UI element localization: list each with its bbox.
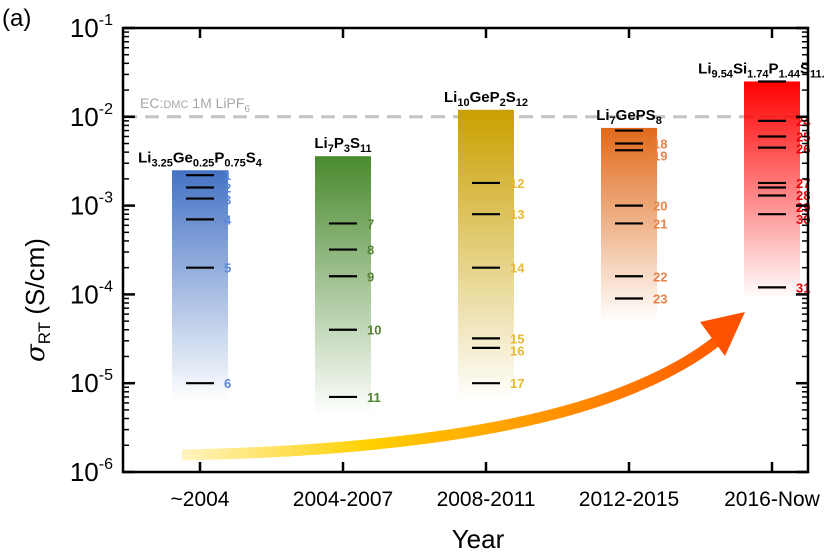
range-bar xyxy=(601,127,657,322)
y-tick-label: 10-2 xyxy=(70,101,113,132)
reference-number-label: 21 xyxy=(653,216,667,231)
reference-number-label: 12 xyxy=(510,176,524,191)
y-tick-base: 10 xyxy=(70,279,99,309)
reference-number-label: 1 xyxy=(224,168,231,183)
reference-line-label: EC:DMC 1M LiPF6 xyxy=(140,95,250,115)
y-tick-base: 10 xyxy=(70,457,99,487)
y-tick-base: 10 xyxy=(70,13,99,43)
y-tick-base: 10 xyxy=(70,368,99,398)
reference-number-label: 23 xyxy=(653,291,667,306)
reference-number-label: 4 xyxy=(224,212,232,227)
y-axis-title: σRT (S/cm) xyxy=(20,238,54,362)
compound-formula-label: Li9.54Si1.74P1.44S11.7Cl xyxy=(698,60,825,80)
y-tick-label: 10-4 xyxy=(70,278,113,309)
y-tick-base: 10 xyxy=(70,191,99,221)
x-tick-label: 2008-2011 xyxy=(437,488,536,511)
trend-arrow xyxy=(181,312,745,461)
reference-number-label: 3 xyxy=(224,192,231,207)
y-tick-exponent: -4 xyxy=(99,278,113,295)
y-tick-exponent: -2 xyxy=(99,101,113,118)
x-axis: ~2004 2004-2007 2008-2011 2012-2015 2016-Now xyxy=(171,28,821,511)
reference-number-label: 5 xyxy=(224,261,231,276)
y-tick-exponent: -6 xyxy=(99,456,113,473)
x-axis-title: Year xyxy=(452,524,505,554)
y-tick-exponent: -1 xyxy=(99,12,113,29)
reference-number-label: 7 xyxy=(367,216,374,231)
reference-number-label: 13 xyxy=(510,207,524,222)
reference-number-label: 9 xyxy=(367,269,374,284)
reference-number-label: 22 xyxy=(653,269,667,284)
compound-formula-label: Li7P3S11 xyxy=(314,135,371,155)
y-tick-label: 10-5 xyxy=(70,367,113,398)
y-tick-label: 10-3 xyxy=(70,190,113,221)
panel-label: (a) xyxy=(2,5,31,32)
x-tick-label: 2004-2007 xyxy=(293,488,393,511)
reference-number-label: 10 xyxy=(367,323,381,338)
reference-number-label: 19 xyxy=(653,149,667,164)
y-tick-exponent: -3 xyxy=(99,190,113,207)
plot-frame xyxy=(121,26,810,474)
reference-number-label: 6 xyxy=(224,376,231,391)
reference-number-label: 15 xyxy=(510,331,524,346)
reference-number-label: 11 xyxy=(367,390,381,405)
y-tick-label: 10-1 xyxy=(70,12,113,43)
compound-formula-label: Li3.25Ge0.25P0.75S4 xyxy=(138,149,263,169)
y-tick-label: 10-6 xyxy=(70,456,113,487)
y-tick-exponent: -5 xyxy=(99,367,113,384)
x-tick-label: 2016-Now xyxy=(724,488,821,511)
reference-number-label: 18 xyxy=(653,137,667,152)
x-tick-label: ~2004 xyxy=(171,488,230,511)
bars-layer: Li3.25Ge0.25P0.75S4123456Li7P3S117891011… xyxy=(138,60,825,415)
reference-number-label: 16 xyxy=(510,343,524,358)
reference-number-label: 14 xyxy=(510,261,525,276)
y-tick-base: 10 xyxy=(70,102,99,132)
compound-formula-label: Li10GeP2S12 xyxy=(444,89,528,109)
range-bar xyxy=(744,81,800,299)
y-axis: 10-610-510-410-310-210-1 xyxy=(70,12,808,487)
range-bar xyxy=(172,170,228,402)
reference-number-label: 2 xyxy=(224,180,231,195)
reference-number-label: 8 xyxy=(367,243,374,258)
reference-number-label: 20 xyxy=(653,199,667,214)
range-bar xyxy=(458,109,514,402)
compound-formula-label: Li7GePS8 xyxy=(596,107,662,127)
reference-number-label: 17 xyxy=(510,376,524,391)
range-bar xyxy=(315,156,371,415)
x-tick-label: 2012-2015 xyxy=(579,488,679,511)
